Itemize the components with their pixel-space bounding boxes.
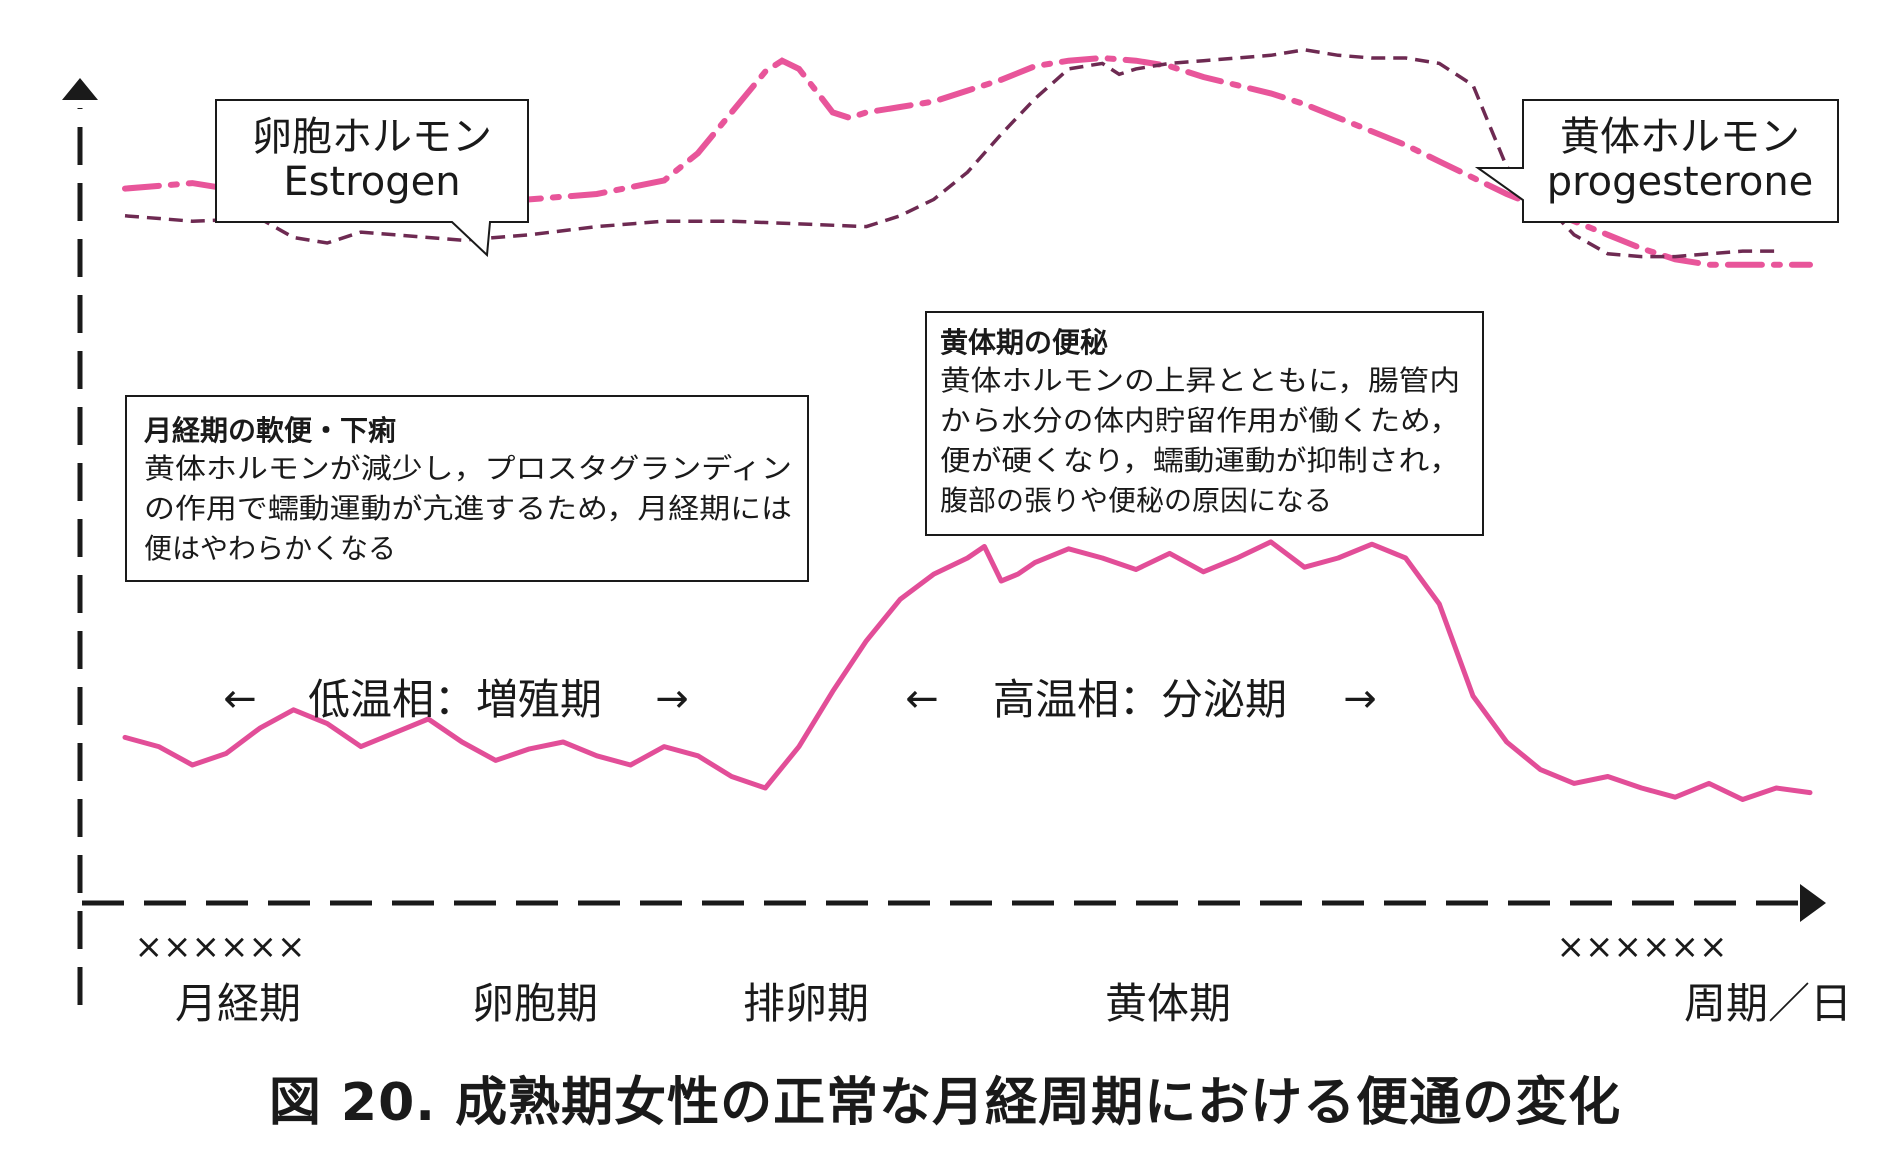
low-phase-left-arrow: ←: [223, 676, 257, 722]
menstrual-info-frame: [125, 395, 809, 582]
estrogen-label-en: Estrogen: [283, 159, 460, 205]
x-axis-unit: 周期／日: [1684, 979, 1852, 1028]
progesterone-label-en: progesterone: [1547, 159, 1814, 205]
temperature-curve: [122, 539, 1813, 802]
x-label-luteal: 黄体期: [1105, 979, 1231, 1028]
low-phase-text: 低温相：増殖期: [308, 675, 602, 724]
luteal-info-line-2: から水分の体内貯留作用が働くため，: [940, 404, 1460, 437]
high-phase-text: 高温相：分泌期: [993, 675, 1287, 724]
progesterone-label-jp: 黄体ホルモン: [1560, 114, 1800, 160]
menstrual-info-line-1: 黄体ホルモンが減少し，プロスタグランディン: [144, 452, 792, 485]
luteal-info-line-1: 黄体ホルモンの上昇とともに，腸管内: [940, 364, 1460, 397]
y-axis-arrowhead: [62, 78, 98, 100]
high-phase-right-arrow: →: [1343, 676, 1377, 722]
luteal-info-title: 黄体期の便秘: [940, 326, 1108, 359]
menstrual-info-title: 月経期の軟便・下痢: [143, 414, 396, 447]
x-label-ovulation: 排卵期: [743, 979, 869, 1028]
high-temp-phase-label: ← 高温相：分泌期 →: [905, 675, 1377, 724]
luteal-info-frame: [925, 311, 1484, 536]
luteal-info-box: 黄体期の便秘 黄体ホルモンの上昇とともに，腸管内 から水分の体内貯留作用が働くた…: [925, 311, 1484, 536]
x-label-menstrual: 月経期: [175, 979, 301, 1028]
high-phase-left-arrow: ←: [905, 676, 939, 722]
low-temp-phase-label: ← 低温相：増殖期 →: [223, 675, 689, 724]
luteal-info-line-4: 腹部の張りや便秘の原因になる: [940, 484, 1332, 517]
x-marks-right: ××××××: [1557, 927, 1728, 967]
axes: [62, 78, 1826, 1005]
progesterone-callout: 黄体ホルモン progesterone: [1474, 99, 1839, 223]
luteal-info-line-3: 便が硬くなり，蠕動運動が抑制され，: [940, 444, 1460, 477]
estrogen-callout-box: [215, 99, 529, 258]
x-label-follicular: 卵胞期: [472, 979, 598, 1028]
x-marks-left: ××××××: [135, 927, 306, 967]
menstrual-info-box: 月経期の軟便・下痢 黄体ホルモンが減少し，プロスタグランディン の作用で蠕動運動…: [125, 395, 809, 582]
x-axis-arrowhead: [1800, 884, 1826, 922]
estrogen-callout: 卵胞ホルモン Estrogen: [215, 99, 529, 258]
progesterone-callout-box: [1474, 99, 1839, 223]
menstrual-info-line-3: 便はやわらかくなる: [144, 532, 396, 565]
low-phase-right-arrow: →: [655, 676, 689, 722]
menstrual-info-line-2: の作用で蠕動運動が亢進するため，月経期には: [144, 492, 792, 525]
figure-caption: 図 20. 成熟期女性の正常な月経周期における便通の変化: [268, 1073, 1622, 1133]
estrogen-label-jp: 卵胞ホルモン: [252, 114, 492, 160]
